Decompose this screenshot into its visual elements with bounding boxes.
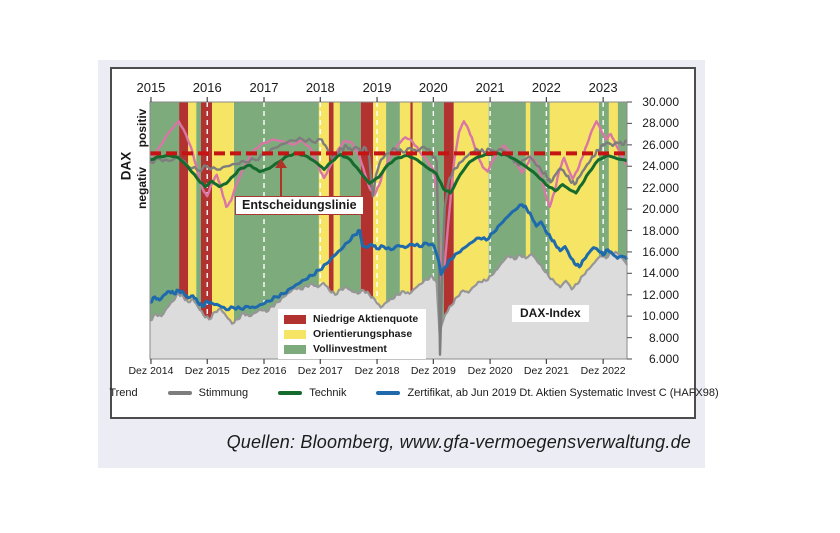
x-axis-month-label: Dez 2018 bbox=[354, 365, 400, 377]
x-axis-year-label: 2015 bbox=[136, 80, 166, 95]
x-axis-month-label: Dez 2017 bbox=[297, 365, 343, 377]
source-caption: Quellen: Bloomberg, www.gfa-vermoegensve… bbox=[226, 432, 691, 452]
phase-legend-item: Vollinvestment bbox=[284, 343, 418, 355]
x-axis-year-label: 2021 bbox=[475, 80, 505, 95]
y-axis-tick-label: 28.000 bbox=[642, 116, 679, 131]
dax-index-label: DAX-Index bbox=[512, 305, 589, 322]
x-axis-year-label: 2018 bbox=[305, 80, 335, 95]
x-axis-year-label: 2023 bbox=[588, 80, 618, 95]
series-legend-label: Zertifikat, ab Jun 2019 Dt. Aktien Syste… bbox=[407, 387, 719, 399]
y-axis-tick-label: 20.000 bbox=[642, 202, 679, 217]
x-axis-month-label: Dez 2020 bbox=[467, 365, 513, 377]
series-legend-label: Technik bbox=[309, 387, 347, 399]
series-legend-item: Zertifikat, ab Jun 2019 Dt. Aktien Syste… bbox=[376, 387, 719, 399]
series-line-sample-icon bbox=[167, 391, 192, 395]
x-axis-month-label: Dez 2022 bbox=[580, 365, 626, 377]
phase-legend-item: Orientierungsphase bbox=[284, 328, 418, 340]
series-legend-item: Stimmung bbox=[167, 387, 249, 399]
x-axis-year-label: 2017 bbox=[249, 80, 279, 95]
x-axis-year-label: 2020 bbox=[418, 80, 448, 95]
chart-svg bbox=[149, 97, 632, 364]
y-axis-tick-label: 10.000 bbox=[642, 309, 679, 324]
decision-arrow-icon bbox=[275, 159, 287, 168]
x-axis-year-label: 2022 bbox=[531, 80, 561, 95]
x-axis-year-label: 2019 bbox=[362, 80, 392, 95]
series-legend-label: Trend bbox=[109, 387, 138, 399]
y-axis-tick-label: 24.000 bbox=[642, 159, 679, 174]
y-axis-tick-label: 16.000 bbox=[642, 244, 679, 259]
y-axis-tick-label: 18.000 bbox=[642, 223, 679, 238]
y-axis-positiv-label: positiv bbox=[135, 108, 149, 148]
x-axis-year-label: 2016 bbox=[192, 80, 222, 95]
y-axis-title: DAX bbox=[118, 151, 134, 181]
y-axis-tick-label: 26.000 bbox=[642, 137, 679, 152]
plot-area bbox=[149, 97, 632, 364]
x-axis-month-label: Dez 2015 bbox=[184, 365, 230, 377]
y-axis-tick-label: 12.000 bbox=[642, 287, 679, 302]
y-axis-tick-label: 8.000 bbox=[648, 330, 679, 345]
phase-swatch-icon bbox=[284, 314, 306, 324]
x-axis-month-label: Dez 2014 bbox=[128, 365, 174, 377]
figure-panel: DAX positiv negativ 2015 2016 2017 2018 2019… bbox=[98, 60, 719, 468]
chart-frame: DAX positiv negativ 2015 2016 2017 2018 2019… bbox=[109, 67, 719, 419]
decision-line-label: Entscheidungslinie bbox=[235, 196, 364, 215]
phase-legend-label: Niedrige Aktienquote bbox=[313, 313, 419, 325]
phase-legend-item: Niedrige Aktienquote bbox=[284, 313, 418, 325]
y-axis-tick-label: 6.000 bbox=[648, 352, 679, 366]
y-axis-tick-label: 22.000 bbox=[642, 180, 679, 195]
y-axis-tick-label: 30.000 bbox=[642, 95, 679, 109]
decision-arrow-line bbox=[280, 168, 282, 197]
x-axis-month-label: Dez 2019 bbox=[410, 365, 456, 377]
series-legend-item: Trend bbox=[109, 387, 137, 399]
series-line-sample-icon bbox=[376, 391, 401, 395]
series-line-sample-icon bbox=[278, 391, 303, 395]
phase-swatch-icon bbox=[284, 329, 306, 339]
y-axis-tick-label: 14.000 bbox=[642, 266, 679, 281]
phase-legend-label: Orientierungsphase bbox=[313, 328, 413, 340]
series-legend-item: Technik bbox=[278, 387, 346, 399]
x-axis-month-label: Dez 2016 bbox=[241, 365, 287, 377]
phase-legend: Niedrige Aktienquote Orientierungsphase Vo… bbox=[278, 309, 427, 359]
series-legend: Trend Stimmung Technik Zertifikat, ab Jun 2… bbox=[109, 387, 718, 399]
y-axis-negativ-label: negativ bbox=[135, 166, 149, 210]
phase-legend-label: Vollinvestment bbox=[313, 343, 387, 355]
phase-swatch-icon bbox=[284, 344, 306, 354]
x-axis-month-label: Dez 2021 bbox=[523, 365, 569, 377]
series-legend-label: Stimmung bbox=[198, 387, 249, 399]
